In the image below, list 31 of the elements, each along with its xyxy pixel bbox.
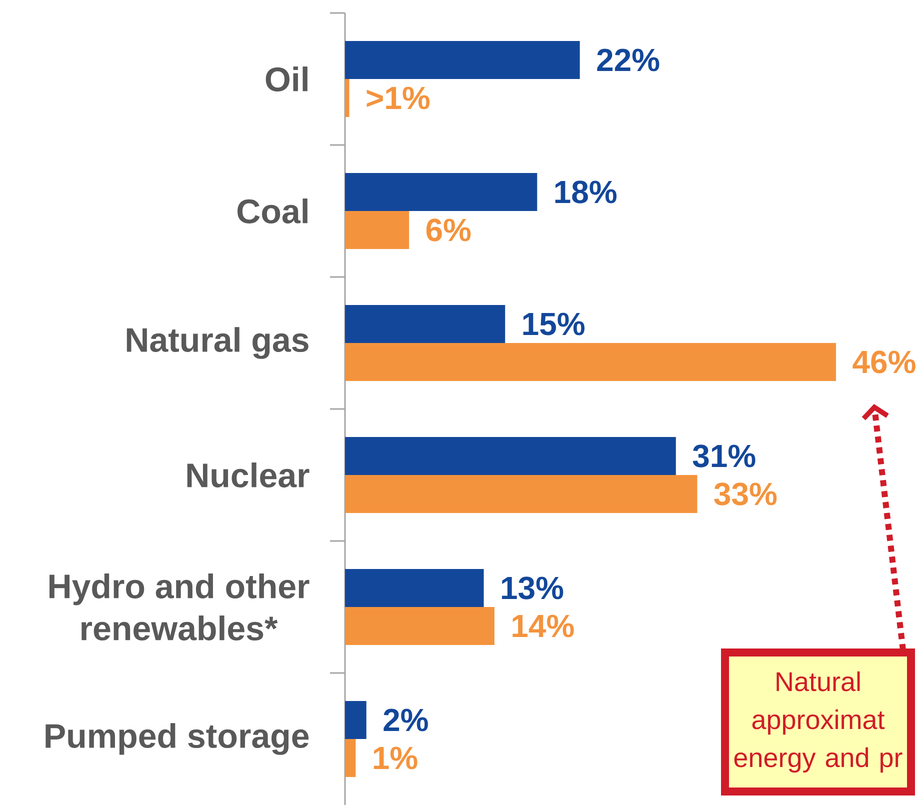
y-tick-label: Hydro and other renewables* — [50, 574, 310, 640]
bar — [345, 211, 410, 249]
data-label: 14% — [512, 614, 574, 638]
y-tick-label: Oil — [266, 66, 308, 92]
data-label: 6% — [426, 218, 471, 242]
y-tick-label: Coal — [238, 198, 308, 224]
data-label: 22% — [597, 48, 660, 72]
data-label: 15% — [523, 312, 584, 336]
bar — [345, 607, 494, 646]
bar — [345, 475, 698, 513]
data-label: 31% — [692, 444, 756, 468]
data-label: 13% — [502, 576, 564, 600]
data-label: 18% — [555, 180, 617, 204]
data-label: 1% — [374, 746, 418, 770]
bar — [345, 569, 484, 608]
bar — [345, 173, 538, 212]
bar — [345, 305, 506, 344]
bar — [345, 343, 836, 381]
bar — [345, 739, 356, 778]
data-label: 2% — [384, 708, 428, 732]
y-tick-label: Natural gas — [126, 327, 308, 359]
bar — [345, 41, 580, 79]
data-label: >1% — [366, 86, 430, 110]
y-tick-label: Pumped storage — [46, 723, 309, 755]
data-label: 33% — [714, 482, 777, 506]
data-label: 46% — [852, 350, 916, 374]
bar — [345, 79, 350, 117]
y-tick-label: Nuclear — [187, 462, 310, 488]
annotation: Natural approximat energy and pr — [734, 671, 902, 773]
bar — [345, 437, 676, 476]
bar — [345, 701, 366, 740]
